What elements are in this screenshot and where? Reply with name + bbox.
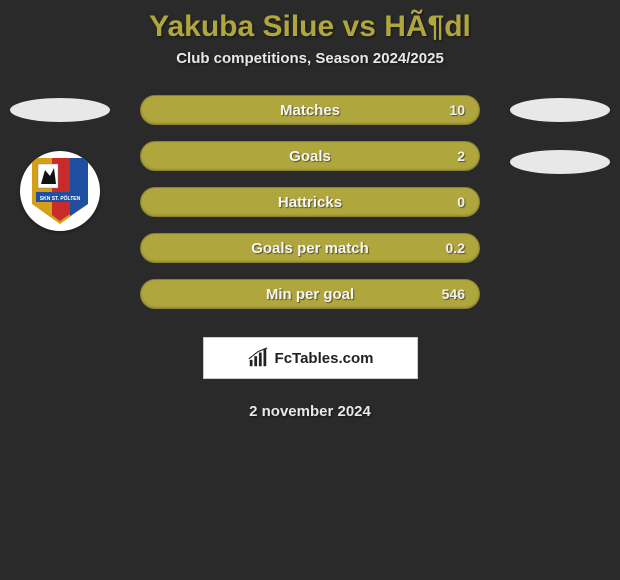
chart-icon	[247, 347, 269, 369]
date-line: 2 november 2024	[0, 403, 620, 420]
club-crest: SKN ST. PÖLTEN	[20, 151, 100, 231]
stat-row-min-per-goal: Min per goal 546	[140, 279, 480, 309]
stat-label: Matches	[141, 102, 479, 119]
stat-value: 0	[457, 194, 465, 210]
player-right-oval-1	[510, 98, 610, 122]
stat-label: Min per goal	[141, 286, 479, 303]
page-title: Yakuba Silue vs HÃ¶dl	[0, 0, 620, 50]
club-crest-svg: SKN ST. PÖLTEN	[30, 156, 90, 226]
svg-text:SKN ST. PÖLTEN: SKN ST. PÖLTEN	[40, 195, 81, 202]
stat-label: Goals	[141, 148, 479, 165]
brand-box[interactable]: FcTables.com	[203, 337, 418, 379]
player-right-oval-2	[510, 150, 610, 174]
player-left-oval	[10, 98, 110, 122]
stat-row-hattricks: Hattricks 0	[140, 187, 480, 217]
stat-label: Hattricks	[141, 194, 479, 211]
stat-rows: Matches 10 Goals 2 Hattricks 0 Goals per…	[140, 95, 480, 309]
season-subtitle: Club competitions, Season 2024/2025	[0, 50, 620, 67]
stat-label: Goals per match	[141, 240, 479, 257]
stat-row-goals-per-match: Goals per match 0.2	[140, 233, 480, 263]
stat-row-matches: Matches 10	[140, 95, 480, 125]
stat-value: 2	[457, 148, 465, 164]
brand-text: FcTables.com	[275, 350, 374, 367]
stat-value: 0.2	[446, 240, 465, 256]
stats-area: SKN ST. PÖLTEN Matches 10 Goals 2 Hattri…	[0, 95, 620, 420]
stat-row-goals: Goals 2	[140, 141, 480, 171]
stat-value: 10	[449, 102, 465, 118]
stat-value: 546	[442, 286, 465, 302]
